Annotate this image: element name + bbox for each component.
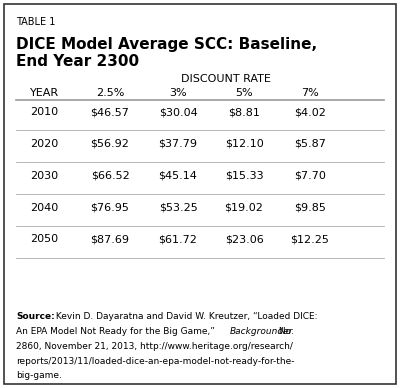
Text: $9.85: $9.85 [294, 203, 326, 213]
Text: $30.04: $30.04 [159, 107, 197, 117]
Text: YEAR: YEAR [30, 88, 59, 99]
Text: 2020: 2020 [30, 139, 58, 149]
Text: $5.87: $5.87 [294, 139, 326, 149]
Text: No.: No. [276, 327, 294, 336]
Text: $15.33: $15.33 [225, 171, 263, 181]
Text: 2050: 2050 [30, 234, 58, 244]
Text: 7%: 7% [301, 88, 319, 99]
Text: $8.81: $8.81 [228, 107, 260, 117]
Text: End Year 2300: End Year 2300 [16, 54, 139, 69]
Text: reports/2013/11/loaded-dice-an-epa-model-not-ready-for-the-: reports/2013/11/loaded-dice-an-epa-model… [16, 357, 294, 365]
Text: Kevin D. Dayaratna and David W. Kreutzer, “Loaded DICE:: Kevin D. Dayaratna and David W. Kreutzer… [53, 312, 318, 321]
Text: 5%: 5% [235, 88, 253, 99]
Text: 2040: 2040 [30, 203, 58, 213]
Text: $76.95: $76.95 [90, 203, 130, 213]
Text: 2010: 2010 [30, 107, 58, 117]
Text: $61.72: $61.72 [158, 234, 198, 244]
Text: 3%: 3% [169, 88, 187, 99]
Text: big-game.: big-game. [16, 371, 62, 380]
Text: $53.25: $53.25 [159, 203, 197, 213]
Text: $45.14: $45.14 [158, 171, 198, 181]
Text: DISCOUNT RATE: DISCOUNT RATE [181, 74, 271, 85]
Text: 2860, November 21, 2013, http://www.heritage.org/research/: 2860, November 21, 2013, http://www.heri… [16, 342, 293, 351]
Text: $46.57: $46.57 [90, 107, 130, 117]
Text: TABLE 1: TABLE 1 [16, 17, 55, 28]
Text: $56.92: $56.92 [90, 139, 130, 149]
Text: Backgrounder: Backgrounder [230, 327, 293, 336]
Text: 2.5%: 2.5% [96, 88, 124, 99]
Text: An EPA Model Not Ready for the Big Game,”: An EPA Model Not Ready for the Big Game,… [16, 327, 218, 336]
Text: 2030: 2030 [30, 171, 58, 181]
Text: $12.10: $12.10 [225, 139, 263, 149]
Text: $12.25: $12.25 [290, 234, 330, 244]
Text: $4.02: $4.02 [294, 107, 326, 117]
Text: $19.02: $19.02 [224, 203, 264, 213]
Text: $37.79: $37.79 [158, 139, 198, 149]
Text: $7.70: $7.70 [294, 171, 326, 181]
Text: DICE Model Average SCC: Baseline,: DICE Model Average SCC: Baseline, [16, 37, 317, 52]
Text: $87.69: $87.69 [90, 234, 130, 244]
Text: $23.06: $23.06 [225, 234, 263, 244]
Text: Source:: Source: [16, 312, 55, 321]
Text: $66.52: $66.52 [91, 171, 129, 181]
